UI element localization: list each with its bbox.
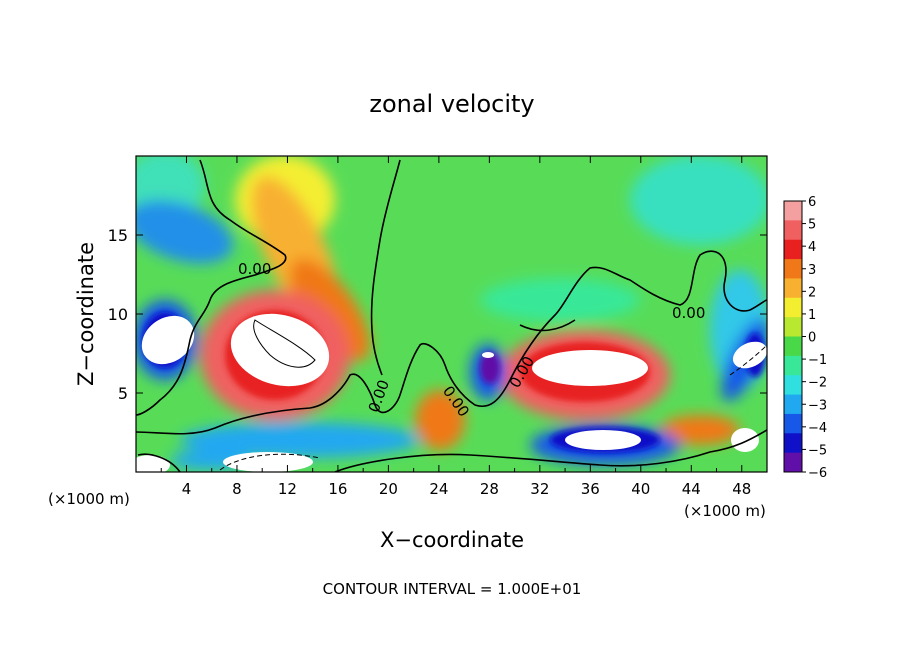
colorbar-label: 4 [808, 240, 816, 255]
colorbar-swatch [784, 297, 802, 318]
x-tick-label: 16 [328, 480, 347, 498]
velocity-field [136, 156, 767, 472]
y-tick-label: 5 [118, 384, 128, 403]
colorbar-swatch [784, 452, 802, 473]
colorbar-label: −4 [808, 421, 827, 436]
x-tick-label: 48 [732, 480, 751, 498]
colorbar-swatch [784, 278, 802, 299]
colorbar-swatch [784, 355, 802, 376]
contour-label: 0.00 [238, 260, 271, 278]
colorbar-swatch [784, 220, 802, 241]
colorbar-label: 2 [808, 285, 816, 300]
colorbar-label: −1 [808, 353, 827, 368]
colorbar-label: −6 [808, 466, 827, 481]
colorbar-label: 5 [808, 218, 816, 233]
colorbar-swatch [784, 394, 802, 415]
x-tick-label: 28 [480, 480, 499, 498]
x-unit-right: (×1000 m) [684, 502, 766, 520]
colorbar-swatch [784, 259, 802, 279]
x-tick-label: 32 [530, 480, 549, 498]
x-axis-label: X−coordinate [380, 528, 524, 552]
colorbar-label: −3 [808, 398, 827, 413]
x-tick-label: 44 [682, 480, 701, 498]
saturated-regions [136, 313, 767, 472]
x-tick-label: 12 [278, 480, 297, 498]
colorbar-label: 3 [808, 263, 816, 278]
colorbar-swatch [784, 201, 802, 221]
colorbar-swatch [784, 239, 802, 260]
y-axis: 5 10 15 [108, 226, 767, 403]
colorbar-label: 6 [808, 195, 816, 210]
x-axis: 4 8 12 16 20 24 28 32 36 40 44 48 [160, 156, 751, 498]
x-tick-label: 20 [379, 480, 398, 498]
colorbar-label: 1 [808, 308, 816, 323]
x-tick-label: 40 [631, 480, 650, 498]
colorbar-swatch [784, 413, 802, 434]
colorbar-label: −2 [808, 376, 827, 391]
colorbar-swatch [784, 433, 802, 454]
x-tick-label: 36 [581, 480, 600, 498]
colorbar-label: 0 [808, 331, 816, 346]
y-tick-label: 15 [108, 226, 128, 245]
negative-contours [219, 344, 767, 471]
colorbar: 6 5 4 3 2 1 0 −1 −2 −3 −4 −5 −6 [783, 195, 827, 481]
chart-title: zonal velocity [369, 90, 534, 118]
zero-contours [136, 159, 767, 472]
colorbar-swatch [784, 336, 802, 357]
colorbar-label: −5 [808, 443, 827, 458]
colorbar-swatch [784, 375, 802, 396]
contour-label: 0.00 [672, 304, 705, 322]
x-unit-left: (×1000 m) [48, 490, 130, 508]
y-axis-label: Z−coordinate [74, 242, 98, 386]
x-tick-label: 24 [429, 480, 448, 498]
y-tick-label: 10 [108, 305, 128, 324]
colorbar-swatch [784, 317, 802, 337]
contour-interval-note: CONTOUR INTERVAL = 1.000E+01 [323, 580, 582, 598]
x-tick-label: 8 [232, 480, 242, 498]
x-tick-label: 4 [182, 480, 192, 498]
